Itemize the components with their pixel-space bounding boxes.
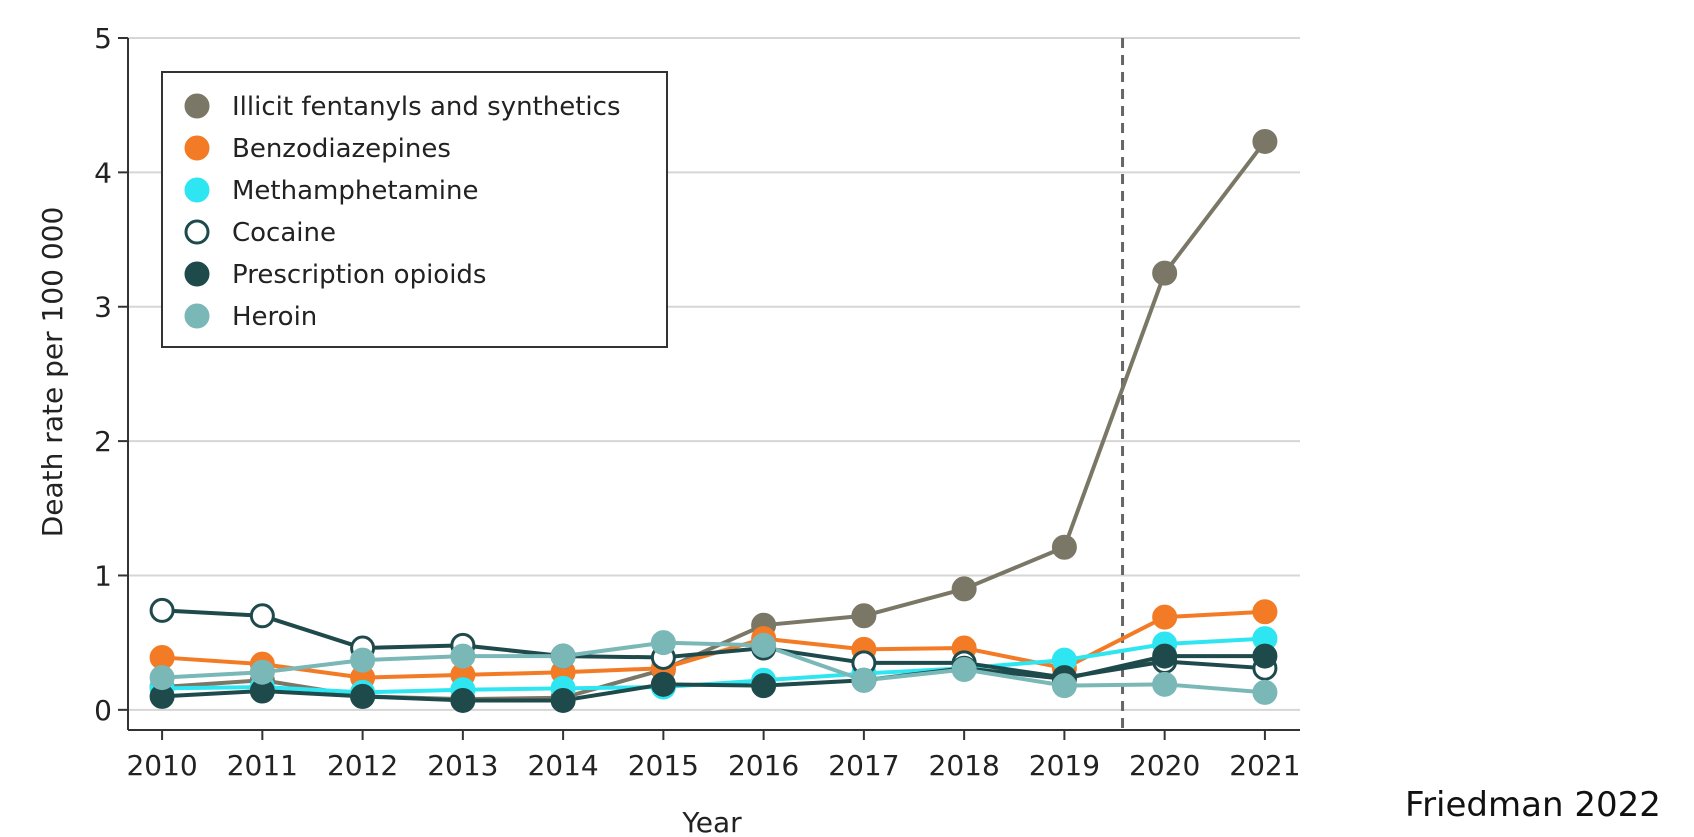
x-tick-label: 2019 [1029, 749, 1100, 782]
legend-box [161, 71, 668, 348]
data-point [851, 603, 877, 629]
x-tick-label: 2013 [427, 749, 498, 782]
data-point [249, 603, 275, 629]
series-line-5 [161, 640, 1266, 695]
legend-label: Benzodiazepines [232, 134, 451, 164]
data-point [751, 632, 777, 658]
data-point [550, 643, 576, 669]
series-layer [149, 128, 1278, 713]
legend-marker [184, 219, 210, 245]
x-tick-label: 2017 [828, 749, 899, 782]
data-point [450, 643, 476, 669]
data-point [450, 687, 476, 713]
x-tick-label: 2020 [1129, 749, 1200, 782]
data-point [951, 657, 977, 683]
legend-marker [184, 261, 210, 287]
data-point [951, 576, 977, 602]
data-point [1152, 643, 1178, 669]
legend-label: Cocaine [232, 218, 336, 248]
data-point [149, 665, 175, 691]
data-point [650, 671, 676, 697]
data-point [751, 673, 777, 699]
axes: 0 1 2 3 4 5 2010 2011 2012 2013 2014 2015 2016 2017 20… [94, 22, 1300, 782]
data-point [1252, 643, 1278, 669]
data-point [1252, 679, 1278, 705]
y-axis-title: Death rate per 100 000 [36, 207, 69, 538]
x-tick-label: 2016 [728, 749, 799, 782]
data-point [550, 687, 576, 713]
x-tick-label: 2014 [527, 749, 598, 782]
legend-marker [184, 303, 210, 329]
data-point [1051, 673, 1077, 699]
legend-label: Heroin [232, 302, 317, 332]
data-point [851, 667, 877, 693]
series-line-4 [161, 654, 1265, 703]
data-point [1152, 260, 1178, 286]
y-tick-label: 5 [94, 22, 112, 55]
data-point [350, 683, 376, 709]
x-tick-label: 2021 [1229, 749, 1300, 782]
legend-label: Prescription opioids [232, 260, 486, 290]
legend-marker [184, 93, 210, 119]
data-point [350, 647, 376, 673]
y-tick-label: 1 [94, 559, 112, 592]
legend-marker [184, 135, 210, 161]
y-tick-label: 0 [94, 694, 112, 727]
y-tick-label: 4 [94, 156, 112, 189]
x-tick-label: 2011 [227, 749, 298, 782]
y-tick-label: 2 [94, 425, 112, 458]
x-axis-title: Year [681, 806, 742, 837]
legend: Illicit fentanyls and synthetics Benzodia… [161, 71, 668, 348]
legend-marker [184, 177, 210, 203]
legend-label: Illicit fentanyls and synthetics [232, 92, 621, 122]
data-point [1152, 671, 1178, 697]
data-point [650, 630, 676, 656]
data-point [249, 659, 275, 685]
data-point [1051, 534, 1077, 560]
citation-text: Friedman 2022 [1405, 785, 1661, 825]
legend-label: Methamphetamine [232, 176, 479, 206]
y-tick-label: 3 [94, 291, 112, 324]
x-tick-label: 2012 [327, 749, 398, 782]
x-tick-label: 2018 [929, 749, 1000, 782]
data-point [1152, 604, 1178, 630]
x-tick-label: 2010 [126, 749, 197, 782]
data-point [1252, 599, 1278, 625]
data-point [149, 597, 175, 623]
x-tick-label: 2015 [628, 749, 699, 782]
data-point [1252, 128, 1278, 154]
